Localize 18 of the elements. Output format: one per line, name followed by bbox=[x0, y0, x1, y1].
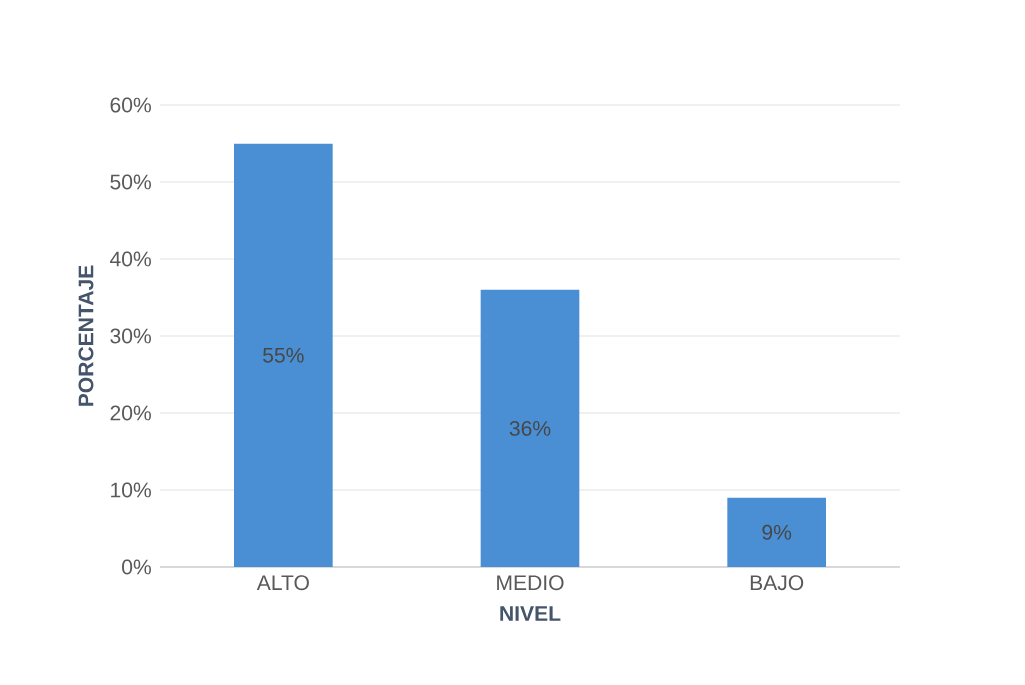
bar bbox=[480, 289, 580, 567]
x-tick-label: BAJO bbox=[750, 575, 804, 591]
y-tick-label: 40% bbox=[110, 251, 151, 267]
x-axis-title: NIVEL bbox=[500, 606, 561, 621]
y-tick-label: 0% bbox=[122, 559, 151, 575]
y-axis-title: PORCENTAJE bbox=[78, 265, 94, 406]
y-tick-label: 30% bbox=[110, 328, 151, 344]
data-label: 55% bbox=[263, 347, 304, 363]
bar bbox=[234, 143, 333, 567]
bar bbox=[727, 497, 826, 567]
x-tick-label: ALTO bbox=[256, 575, 309, 591]
x-tick-label: MEDIO bbox=[497, 575, 564, 591]
y-tick-label: 60% bbox=[110, 97, 151, 113]
data-label: 9% bbox=[762, 524, 792, 540]
y-tick-label: 20% bbox=[110, 405, 151, 421]
y-tick-label: 10% bbox=[111, 482, 151, 498]
y-tick-label: 50% bbox=[110, 174, 151, 190]
data-label: 36% bbox=[509, 420, 551, 436]
